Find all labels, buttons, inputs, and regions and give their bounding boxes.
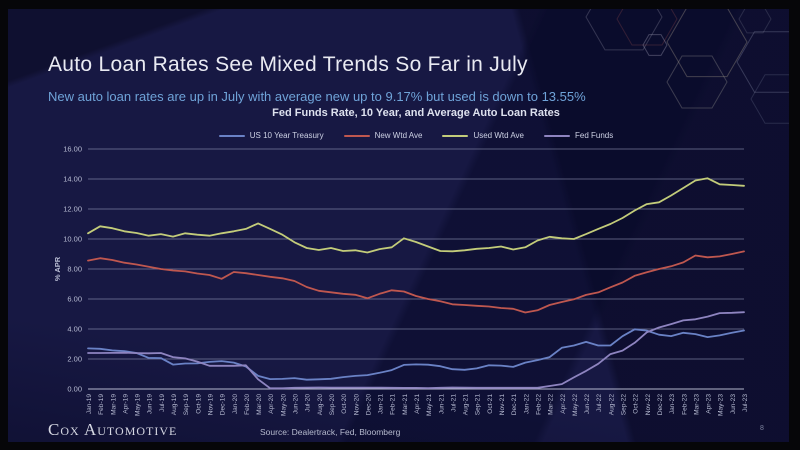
x-tick-label: Apr-21 (414, 394, 421, 414)
x-tick-label: Jun-21 (438, 394, 445, 414)
x-tick-label: Mar-23 (693, 394, 700, 415)
x-tick-label: Jun-20 (293, 394, 300, 414)
series-line-new-wtd-ave (87, 250, 745, 314)
cox-automotive-logo: Cox Automotive (48, 420, 178, 439)
y-tick-label: 4.00 (67, 325, 82, 334)
legend-label: Used Wtd Ave (473, 131, 524, 140)
x-tick-label: Aug-22 (608, 394, 615, 416)
x-tick-label: Jul-23 (742, 394, 749, 412)
x-tick-label: Aug-21 (463, 394, 470, 416)
legend-line-swatch (544, 134, 570, 137)
chart-title: Fed Funds Rate, 10 Year, and Average Aut… (272, 107, 560, 119)
x-tick-label: Jan-23 (669, 394, 676, 414)
legend-line-swatch (218, 134, 245, 137)
x-tick-label: Sep-21 (475, 394, 482, 416)
x-tick-label: May-21 (426, 394, 433, 416)
x-tick-label: Apr-23 (706, 394, 713, 414)
x-tick-label: Jan-19 (86, 394, 93, 414)
x-tick-label: Apr-19 (122, 394, 129, 414)
x-tick-label: Feb-22 (535, 394, 542, 415)
legend-label: Fed Funds (575, 131, 614, 140)
x-tick-label: Mar-21 (402, 394, 409, 415)
x-tick-label: Dec-22 (657, 394, 664, 416)
chart-legend: US 10 Year Treasury New Wtd Ave Used Wtd A… (88, 131, 744, 140)
x-tick-label: Mar-19 (110, 394, 117, 415)
y-axis-title: % APR (53, 256, 62, 281)
x-tick-label: Jul-22 (596, 394, 603, 412)
x-tick-label: Sep-19 (183, 394, 190, 416)
x-tick-label: May-23 (718, 394, 725, 416)
x-tick-label: Oct-22 (633, 394, 640, 414)
x-tick-label: Jun-22 (584, 394, 591, 414)
x-tick-label: Sep-22 (621, 394, 628, 416)
legend-item: New Wtd Ave (343, 131, 423, 140)
x-tick-label: Mar-20 (256, 394, 263, 415)
legend-item: Fed Funds (544, 131, 613, 140)
y-tick-label: 8.00 (67, 265, 82, 274)
y-tick-label: 16.00 (63, 145, 82, 154)
x-tick-label: Feb-21 (390, 394, 397, 415)
x-tick-label: Nov-19 (207, 394, 214, 416)
x-tick-label: Nov-20 (353, 394, 360, 416)
legend-line-swatch (343, 134, 370, 137)
x-tick-label: Dec-20 (365, 394, 372, 416)
x-tick-label: Jul-19 (159, 394, 166, 412)
y-tick-label: 0.00 (67, 385, 82, 394)
x-tick-label: Jul-20 (305, 394, 312, 412)
page-title: Auto Loan Rates See Mixed Trends So Far … (48, 53, 528, 76)
x-tick-label: Jun-19 (147, 394, 154, 414)
x-tick-label: Aug-19 (171, 394, 178, 416)
line-chart: 16.00 14.00 12.00 10.00 8.00 6.00 4.00 2.00 0.00… (53, 145, 749, 417)
y-tick-label: 2.00 (67, 355, 82, 364)
x-tick-label: Jun-23 (730, 394, 737, 414)
source-note: Source: Dealertrack, Fed, Bloomberg (260, 427, 401, 437)
x-tick-label: Dec-21 (511, 394, 518, 416)
legend-label: New Wtd Ave (374, 131, 423, 140)
legend-item: US 10 Year Treasury (218, 131, 324, 140)
x-tick-label: Feb-23 (681, 394, 688, 415)
x-tick-label: Jul-21 (450, 394, 457, 412)
x-tick-label: Nov-22 (645, 394, 652, 416)
x-tick-label: Dec-19 (220, 394, 227, 416)
x-tick-label: Nov-21 (499, 394, 506, 416)
x-tick-label: Feb-20 (244, 394, 251, 415)
x-tick-label: May-19 (135, 394, 142, 416)
x-tick-label: May-22 (572, 394, 579, 416)
slide: Auto Loan Rates See Mixed Trends So Far … (8, 9, 789, 442)
series-line-fed-funds (87, 311, 745, 390)
x-tick-label: Jan-20 (232, 394, 239, 414)
y-tick-label: 6.00 (67, 295, 82, 304)
x-tick-label: May-20 (280, 394, 287, 416)
x-tick-label: Jan-21 (378, 394, 385, 414)
x-tick-label: Sep-20 (329, 394, 336, 416)
series-line-used-wtd-ave (87, 177, 745, 254)
page-subtitle: New auto loan rates are up in July with … (48, 89, 586, 104)
y-tick-label: 10.00 (63, 235, 82, 244)
x-tick-label: Jan-22 (523, 394, 530, 414)
legend-item: Used Wtd Ave (442, 131, 524, 140)
legend-line-swatch (442, 134, 469, 137)
y-tick-label: 14.00 (63, 175, 82, 184)
legend-label: US 10 Year Treasury (249, 131, 324, 140)
x-tick-label: Oct-20 (341, 394, 348, 414)
x-tick-label: Feb-19 (98, 394, 105, 415)
x-tick-label: Apr-22 (560, 394, 567, 414)
x-tick-label: Mar-22 (548, 394, 555, 415)
series-line-us-10-year-treasury (87, 328, 745, 381)
y-tick-label: 12.00 (63, 205, 82, 214)
x-tick-label: Aug-20 (317, 394, 324, 416)
slide-page-number: 8 (760, 425, 764, 432)
x-tick-label: Apr-20 (268, 394, 275, 414)
x-tick-label: Oct-21 (487, 394, 494, 414)
x-tick-label: Oct-19 (195, 394, 202, 414)
